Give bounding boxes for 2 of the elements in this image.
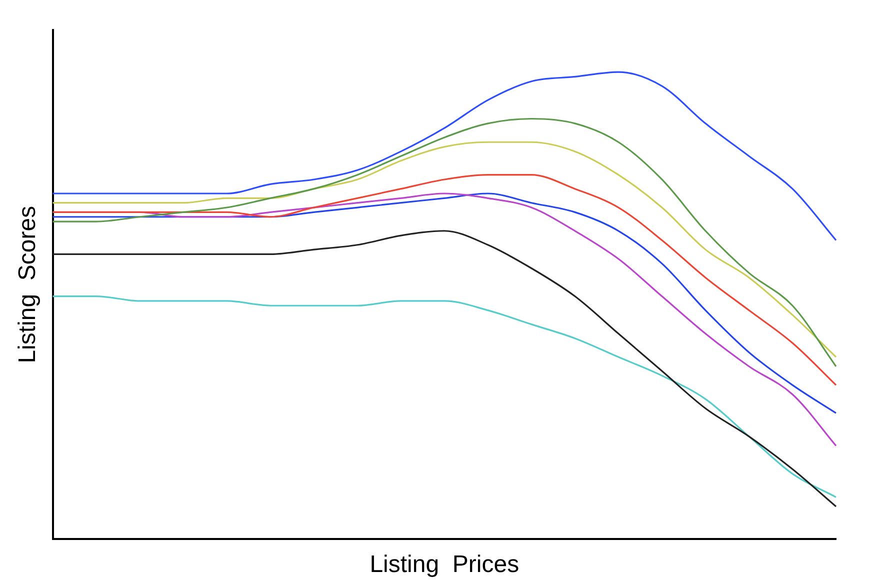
y-axis-title: Listing Scores: [14, 206, 42, 364]
x-axis-title: Listing Prices: [370, 551, 520, 578]
